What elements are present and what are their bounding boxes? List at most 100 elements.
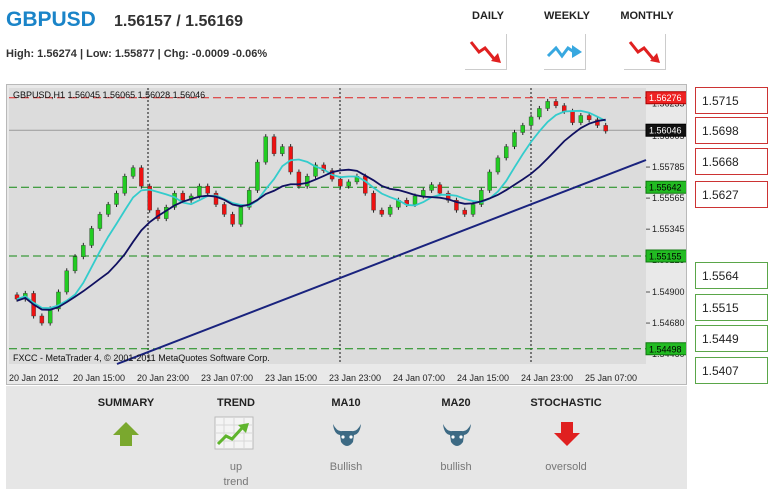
support-level-2: 1.5515 [695, 294, 768, 321]
indicator-ma10-title: MA10 [331, 397, 361, 409]
x-tick-label: 20 Jan 15:00 [73, 373, 125, 383]
trend-line [116, 159, 647, 365]
marker-support-2-box [645, 249, 686, 263]
bear-candle [205, 185, 210, 194]
daily-stats: High: 1.56274 | Low: 1.55877 | Chg: -0.0… [6, 48, 268, 60]
chart-copyright: FXCC - MetaTrader 4, © 2001-2011 MetaQuo… [13, 353, 270, 363]
bull-candle [512, 132, 517, 147]
bid-ask-price: 1.56157 / 1.56169 [114, 13, 244, 30]
bull-candle [238, 207, 244, 225]
trend-flat-arrow-icon [546, 45, 582, 59]
bull-candle [114, 192, 119, 205]
bull-candle [56, 291, 61, 310]
x-tick-label: 23 Jan 15:00 [265, 373, 317, 383]
bull-candle [421, 190, 426, 197]
x-tick-label: 20 Jan 2012 [9, 373, 59, 383]
marker-support-2-label: 1.55155 [649, 252, 682, 262]
uptrend-chart-icon [214, 416, 254, 455]
y-tick-label: 1.54900 [652, 287, 685, 297]
chart-info: GBPUSD,H1 1.56045 1.56065 1.56028 1.5604… [13, 90, 205, 100]
moving-averages [16, 109, 607, 311]
support-level-3: 1.5449 [695, 325, 768, 352]
trend-down-arrow-icon [628, 41, 660, 63]
bear-candle [338, 178, 343, 187]
trendline [116, 159, 647, 365]
y-axis-ticks: 1.562351.560051.557851.555651.553451.551… [646, 99, 685, 359]
bull-candle [280, 146, 285, 154]
indicator-trend-title: TREND [217, 397, 255, 409]
bull-candle [346, 181, 351, 187]
indicator-ma20-title: MA20 [441, 397, 471, 409]
period-monthly-button[interactable] [624, 34, 666, 70]
bull-candle [97, 214, 103, 229]
y-tick-label: 1.55565 [652, 193, 685, 203]
bear-candle [321, 164, 326, 171]
bull-candle [479, 190, 484, 205]
indicator-ma20-value: bullish [440, 461, 472, 473]
marker-support-1-label: 1.55642 [649, 183, 682, 193]
bear-candle [39, 315, 45, 324]
y-tick-label: 1.55785 [652, 162, 685, 172]
bull-candle [197, 185, 202, 197]
x-axis-ticks: 20 Jan 2012 20 Jan 15:00 20 Jan 23:00 23 Ja… [9, 373, 637, 383]
support-level-4: 1.5407 [695, 357, 768, 384]
bear-candle [562, 105, 567, 112]
x-tick-label: 23 Jan 23:00 [329, 373, 381, 383]
period-monthly-label: MONTHLY [620, 10, 674, 22]
period-weekly-button[interactable] [544, 34, 586, 70]
bear-candle [437, 184, 443, 194]
support-level-1: 1.5564 [695, 262, 768, 289]
indicator-stochastic-value: oversold [545, 461, 587, 473]
up-arrow-icon [112, 420, 140, 453]
marker-support-3-box [645, 342, 686, 356]
price-chart[interactable]: 1.562351.560051.557851.555651.553451.551… [6, 84, 687, 385]
bear-candle [147, 185, 152, 211]
bear-candle [180, 192, 186, 201]
candles [14, 98, 608, 326]
bear-candle [603, 125, 608, 132]
bull-candle [263, 136, 268, 163]
bull-candle [89, 228, 94, 246]
bull-candle [487, 171, 492, 191]
bull-candle [387, 207, 393, 215]
bull-candle [47, 308, 53, 324]
level-lines [9, 97, 646, 350]
x-tick-label: 23 Jan 07:00 [201, 373, 253, 383]
x-tick-label: 20 Jan 23:00 [137, 373, 189, 383]
marker-current-price-label: 1.56046 [649, 126, 682, 136]
indicator-summary-title: SUMMARY [97, 397, 155, 409]
x-tick-label: 25 Jan 07:00 [585, 373, 637, 383]
bull-candle [81, 245, 86, 257]
ma-fast-line [16, 109, 607, 309]
bear-candle [363, 176, 368, 194]
bull-candle [106, 204, 111, 215]
indicator-stochastic-title: STOCHASTIC [530, 397, 602, 409]
bull-candle [520, 125, 525, 133]
bull-candle [246, 190, 252, 208]
marker-resistance-box [645, 91, 686, 105]
resistance-level-3: 1.5668 [695, 148, 768, 175]
marker-support-1-box [645, 180, 686, 194]
grid-lines [147, 88, 532, 364]
chart-canvas: 1.562351.560051.557851.555651.553451.551… [9, 88, 686, 383]
resistance-level-2: 1.5698 [695, 117, 768, 144]
period-daily-button[interactable] [465, 34, 507, 70]
bull-candle [537, 108, 542, 118]
bear-candle [296, 171, 302, 187]
bear-candle [553, 101, 559, 106]
bull-candle [578, 115, 584, 123]
bear-candle [379, 209, 385, 215]
bull-candle [172, 192, 177, 208]
trend-down-arrow-icon [469, 41, 501, 63]
down-arrow-icon [553, 420, 581, 453]
ma-slow-line [16, 118, 606, 311]
bear-candle [222, 204, 227, 215]
symbol-title: GBPUSD [6, 8, 96, 31]
x-tick-label: 24 Jan 07:00 [393, 373, 445, 383]
bear-candle [586, 115, 592, 120]
x-tick-label: 24 Jan 15:00 [457, 373, 509, 383]
bull-candle [313, 164, 318, 177]
bull-candle [528, 116, 534, 126]
bear-candle [271, 136, 277, 154]
